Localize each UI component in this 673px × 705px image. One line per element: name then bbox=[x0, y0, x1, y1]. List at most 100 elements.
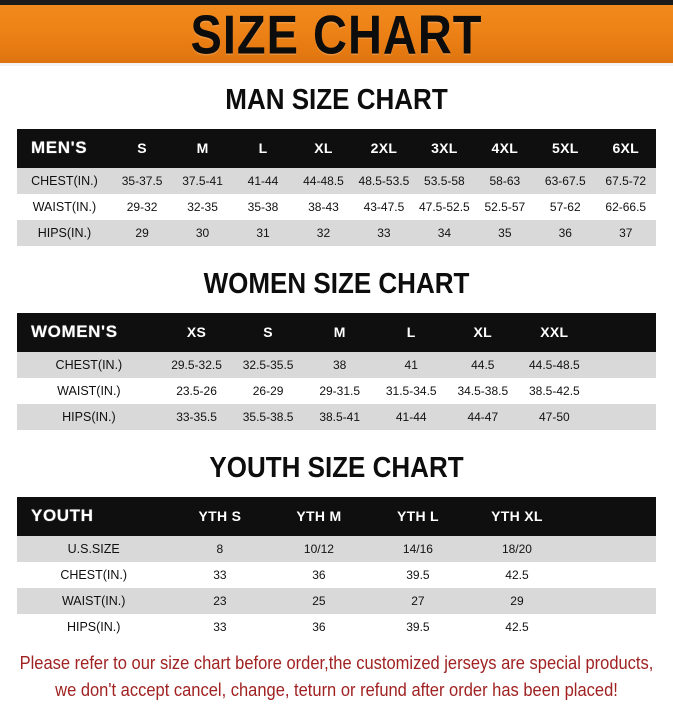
youth-header-filler bbox=[566, 497, 656, 536]
women-col-header-m: M bbox=[303, 313, 376, 352]
youth-row-label-header: YOUTH bbox=[17, 497, 171, 536]
order-policy-note: Please refer to our size chart before or… bbox=[0, 651, 673, 705]
table-row: HIPS(IN.) 33-35.5 35.5-38.5 38.5-41 41-4… bbox=[17, 404, 656, 430]
youth-chest-m: 36 bbox=[269, 562, 369, 588]
women-chest-xs: 29.5-32.5 bbox=[160, 352, 233, 378]
man-size-section: MAN SIZE CHART MEN'S S M L XL 2XL 3XL 4X… bbox=[0, 82, 673, 246]
youth-row-label-chest: CHEST(IN.) bbox=[17, 562, 171, 588]
man-hips-xl: 32 bbox=[293, 220, 354, 246]
women-waist-filler bbox=[590, 378, 656, 404]
man-col-header-m: M bbox=[172, 129, 233, 168]
top-dark-bar bbox=[0, 0, 673, 5]
women-hips-m: 38.5-41 bbox=[303, 404, 376, 430]
note-line-2: we don't accept cancel, change, teturn o… bbox=[55, 680, 618, 701]
youth-row-label-ussize: U.S.SIZE bbox=[17, 536, 171, 562]
man-col-header-l: L bbox=[232, 129, 294, 168]
man-hips-4xl: 35 bbox=[474, 220, 536, 246]
youth-chest-filler bbox=[566, 562, 656, 588]
page-banner: SIZE CHART bbox=[0, 5, 673, 63]
table-row: WAIST(IN.) 23.5-26 26-29 29-31.5 31.5-34… bbox=[17, 378, 656, 404]
man-row-label-waist: WAIST(IN.) bbox=[17, 194, 112, 220]
women-hips-l: 41-44 bbox=[375, 404, 448, 430]
women-col-header-xs: XS bbox=[160, 313, 233, 352]
women-col-header-s: S bbox=[232, 313, 304, 352]
youth-waist-l: 27 bbox=[368, 588, 468, 614]
man-chest-5xl: 63-67.5 bbox=[535, 168, 596, 194]
women-chest-xl: 44.5 bbox=[447, 352, 519, 378]
women-table-head: WOMEN'S XS S M L XL XXL bbox=[17, 313, 656, 352]
women-hips-xs: 33-35.5 bbox=[160, 404, 233, 430]
youth-hips-xl: 42.5 bbox=[467, 614, 567, 640]
women-chest-xxl: 44.5-48.5 bbox=[518, 352, 591, 378]
man-row-label-hips: HIPS(IN.) bbox=[17, 220, 112, 246]
table-row: HIPS(IN.) 33 36 39.5 42.5 bbox=[17, 614, 656, 640]
page-title: SIZE CHART bbox=[190, 3, 483, 65]
man-chest-6xl: 67.5-72 bbox=[595, 168, 656, 194]
banner-underline bbox=[0, 63, 673, 66]
man-col-header-3xl: 3XL bbox=[414, 129, 475, 168]
women-row-label-header: WOMEN'S bbox=[17, 313, 161, 352]
women-table-wrapper: WOMEN'S XS S M L XL XXL CHEST(IN.) 29.5-… bbox=[17, 313, 656, 430]
youth-size-table: YOUTH YTH S YTH M YTH L YTH XL U.S.SIZE … bbox=[17, 497, 656, 640]
youth-ussize-m: 10/12 bbox=[269, 536, 369, 562]
man-hips-5xl: 36 bbox=[535, 220, 596, 246]
note-line-1: Please refer to our size chart before or… bbox=[19, 653, 654, 674]
youth-section-title: YOUTH SIZE CHART bbox=[209, 450, 464, 484]
youth-ussize-xl: 18/20 bbox=[467, 536, 567, 562]
man-col-header-s: S bbox=[111, 129, 173, 168]
women-waist-xl: 34.5-38.5 bbox=[447, 378, 519, 404]
youth-waist-m: 25 bbox=[269, 588, 369, 614]
man-chest-4xl: 58-63 bbox=[474, 168, 536, 194]
youth-chest-s: 33 bbox=[170, 562, 270, 588]
youth-table-body: U.S.SIZE 8 10/12 14/16 18/20 CHEST(IN.) … bbox=[17, 536, 656, 640]
man-col-header-6xl: 6XL bbox=[595, 129, 656, 168]
man-section-title: MAN SIZE CHART bbox=[225, 82, 448, 116]
women-size-table: WOMEN'S XS S M L XL XXL CHEST(IN.) 29.5-… bbox=[17, 313, 656, 430]
table-row: CHEST(IN.) 35-37.5 37.5-41 41-44 44-48.5… bbox=[17, 168, 656, 194]
women-col-header-xl: XL bbox=[447, 313, 519, 352]
table-row: WAIST(IN.) 23 25 27 29 bbox=[17, 588, 656, 614]
women-chest-l: 41 bbox=[375, 352, 448, 378]
women-row-label-chest: CHEST(IN.) bbox=[17, 352, 161, 378]
man-waist-l: 35-38 bbox=[232, 194, 294, 220]
man-chest-3xl: 53.5-58 bbox=[414, 168, 475, 194]
youth-ussize-l: 14/16 bbox=[368, 536, 468, 562]
youth-hips-filler bbox=[566, 614, 656, 640]
man-waist-3xl: 47.5-52.5 bbox=[414, 194, 475, 220]
women-row-label-hips: HIPS(IN.) bbox=[17, 404, 161, 430]
man-row-label-header: MEN'S bbox=[17, 129, 112, 168]
women-hips-xl: 44-47 bbox=[447, 404, 519, 430]
man-hips-s: 29 bbox=[111, 220, 173, 246]
man-waist-4xl: 52.5-57 bbox=[474, 194, 536, 220]
man-waist-s: 29-32 bbox=[111, 194, 173, 220]
youth-hips-s: 33 bbox=[170, 614, 270, 640]
man-hips-l: 31 bbox=[232, 220, 294, 246]
women-chest-s: 32.5-35.5 bbox=[232, 352, 304, 378]
women-waist-l: 31.5-34.5 bbox=[375, 378, 448, 404]
youth-ussize-filler bbox=[566, 536, 656, 562]
youth-col-header-xl: YTH XL bbox=[467, 497, 567, 536]
youth-col-header-l: YTH L bbox=[368, 497, 468, 536]
man-size-table: MEN'S S M L XL 2XL 3XL 4XL 5XL 6XL CHEST… bbox=[17, 129, 656, 246]
table-row: CHEST(IN.) 29.5-32.5 32.5-35.5 38 41 44.… bbox=[17, 352, 656, 378]
women-chest-filler bbox=[590, 352, 656, 378]
youth-col-header-m: YTH M bbox=[269, 497, 369, 536]
youth-hips-m: 36 bbox=[269, 614, 369, 640]
man-hips-6xl: 37 bbox=[595, 220, 656, 246]
man-waist-6xl: 62-66.5 bbox=[595, 194, 656, 220]
women-section-title: WOMEN SIZE CHART bbox=[203, 266, 470, 300]
man-chest-2xl: 48.5-53.5 bbox=[353, 168, 415, 194]
youth-waist-s: 23 bbox=[170, 588, 270, 614]
table-row: HIPS(IN.) 29 30 31 32 33 34 35 36 37 bbox=[17, 220, 656, 246]
man-waist-5xl: 57-62 bbox=[535, 194, 596, 220]
women-table-body: CHEST(IN.) 29.5-32.5 32.5-35.5 38 41 44.… bbox=[17, 352, 656, 430]
man-hips-2xl: 33 bbox=[353, 220, 415, 246]
table-row: WAIST(IN.) 29-32 32-35 35-38 38-43 43-47… bbox=[17, 194, 656, 220]
women-header-filler bbox=[590, 313, 656, 352]
women-waist-xxl: 38.5-42.5 bbox=[518, 378, 591, 404]
man-chest-m: 37.5-41 bbox=[172, 168, 233, 194]
man-table-body: CHEST(IN.) 35-37.5 37.5-41 41-44 44-48.5… bbox=[17, 168, 656, 246]
man-row-label-chest: CHEST(IN.) bbox=[17, 168, 112, 194]
youth-header-row: YOUTH YTH S YTH M YTH L YTH XL bbox=[17, 497, 656, 536]
youth-waist-filler bbox=[566, 588, 656, 614]
